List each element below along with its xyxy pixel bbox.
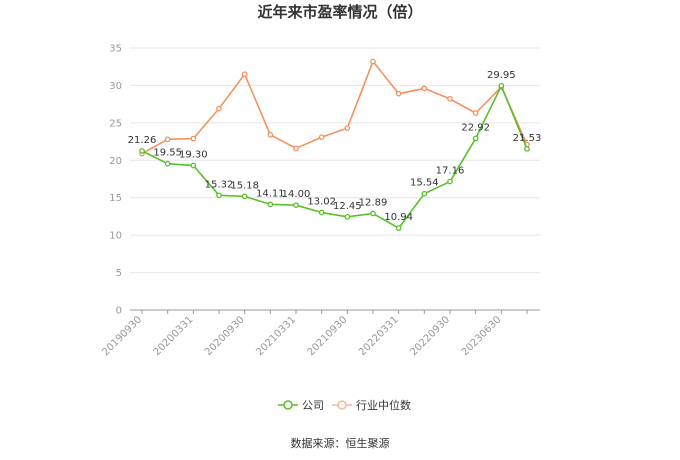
data-label: 14.00 — [282, 189, 311, 200]
y-tick-label: 0 — [116, 306, 122, 317]
x-tick-label: 20200930 — [203, 314, 247, 358]
data-label: 12.89 — [359, 198, 388, 209]
data-label: 17.16 — [436, 166, 465, 177]
y-tick-label: 30 — [109, 81, 122, 92]
data-point[interactable] — [293, 202, 299, 209]
grid — [130, 47, 540, 274]
series-line — [141, 85, 528, 229]
data-label: 15.32 — [205, 179, 234, 190]
legend-item-industry-median[interactable]: 行业中位数 — [332, 398, 411, 412]
data-label: 12.45 — [333, 201, 362, 212]
x-tick-label: 20220331 — [357, 314, 401, 358]
data-label: 15.18 — [230, 180, 259, 191]
data-point[interactable] — [498, 82, 505, 89]
data-source: 数据来源：恒生聚源 — [291, 436, 390, 450]
data-label: 29.95 — [487, 70, 516, 81]
data-point[interactable] — [421, 85, 428, 92]
data-point[interactable] — [267, 201, 274, 208]
legend-marker-icon — [337, 400, 347, 410]
y-axis: 0 5 10 15 20 25 30 35 — [109, 44, 122, 317]
data-point[interactable] — [216, 105, 222, 112]
data-point[interactable] — [241, 71, 248, 78]
x-axis: 20190930 20200331 20200930 20210331 20210930… — [100, 309, 540, 358]
x-tick-label: 20210930 — [306, 314, 350, 358]
x-tick-label: 20230630 — [460, 314, 504, 358]
data-label: 15.54 — [410, 178, 439, 189]
data-point[interactable] — [447, 178, 453, 185]
legend-label: 公司 — [302, 399, 324, 412]
data-point[interactable] — [421, 190, 428, 197]
data-point[interactable] — [293, 145, 299, 152]
chart-title: 近年来市盈率情况（倍） — [257, 3, 422, 21]
y-tick-label: 35 — [109, 44, 122, 55]
data-point[interactable] — [370, 58, 376, 65]
legend-label: 行业中位数 — [356, 398, 411, 412]
data-label: 19.30 — [179, 150, 208, 161]
data-point[interactable] — [190, 135, 197, 142]
data-point[interactable] — [447, 96, 453, 102]
data-point[interactable] — [395, 225, 402, 231]
data-point[interactable] — [267, 131, 274, 138]
data-point[interactable] — [344, 125, 351, 131]
data-point[interactable] — [164, 136, 171, 143]
data-label: 10.94 — [384, 212, 413, 223]
data-point[interactable] — [395, 90, 402, 97]
data-label: 21.53 — [513, 133, 542, 144]
data-label: 14.11 — [256, 188, 285, 199]
data-label: 22.92 — [461, 122, 490, 133]
y-tick-label: 25 — [109, 118, 122, 129]
y-tick-label: 20 — [109, 156, 122, 167]
y-tick-label: 15 — [109, 193, 122, 204]
x-tick-label: 20200331 — [152, 314, 196, 358]
x-tick-label: 20190930 — [100, 314, 144, 358]
data-point[interactable] — [472, 135, 479, 142]
series-line — [141, 60, 528, 155]
data-point[interactable] — [370, 210, 376, 217]
data-point[interactable] — [164, 160, 171, 167]
series-company — [139, 82, 530, 231]
x-tick-label: 20220930 — [408, 314, 452, 358]
y-tick-label: 10 — [109, 231, 122, 242]
data-point[interactable] — [190, 162, 197, 169]
series-layer — [139, 58, 530, 231]
data-point[interactable] — [318, 134, 325, 140]
legend[interactable]: 公司 行业中位数 — [278, 398, 411, 412]
x-tick-label: 20210331 — [254, 314, 298, 358]
data-point[interactable] — [241, 193, 248, 200]
data-point[interactable] — [344, 213, 351, 220]
data-label: 19.55 — [153, 148, 182, 159]
y-tick-label: 5 — [116, 268, 122, 279]
legend-item-company[interactable]: 公司 — [278, 399, 324, 412]
data-point[interactable] — [472, 110, 479, 116]
data-point[interactable] — [524, 145, 530, 152]
series-industry-median — [139, 58, 530, 157]
data-label: 21.26 — [128, 135, 157, 146]
legend-marker-icon — [283, 400, 293, 410]
data-point[interactable] — [139, 148, 145, 154]
data-point[interactable] — [318, 209, 325, 216]
data-point[interactable] — [216, 192, 222, 199]
data-label: 13.02 — [307, 197, 336, 208]
